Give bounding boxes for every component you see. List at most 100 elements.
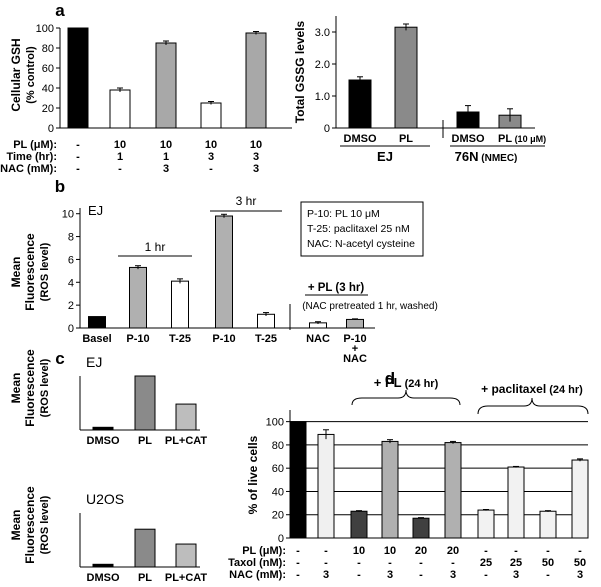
gsh-condition-cell: 3	[253, 151, 259, 163]
live-condition-cell: 3	[450, 569, 456, 581]
gsh-bar	[245, 32, 267, 129]
ros-u2os-cat-ylabel-3: (ROS level)	[39, 495, 51, 554]
gsh-condition-cell: -	[76, 163, 80, 175]
ros-annotation-title: + PL (3 hr)	[308, 282, 365, 294]
gssg-category-label: DMSO	[452, 133, 485, 145]
gssg-ylabel: Total GSSG levels	[293, 20, 307, 123]
panel-letter-b: b	[55, 177, 65, 196]
live-bar	[381, 440, 399, 539]
ros-category-label: NAC	[343, 353, 367, 365]
live-bar	[317, 433, 335, 539]
ros-u2os-cat-bar	[134, 528, 156, 568]
gsh-y-axis-tick-label: 60	[42, 63, 54, 75]
live-condition-label: Taxol (nM):	[228, 557, 286, 569]
gsh-condition-label: PL (μM):	[13, 139, 57, 151]
ros-ej-cat-bar	[134, 375, 156, 431]
live-condition-cell: 25	[480, 557, 492, 569]
ros-ej-cat-cell-line: EJ	[86, 354, 102, 370]
live-condition-cell: -	[388, 557, 392, 569]
ros-ej-cat-ylabel: Mean	[9, 373, 23, 404]
ros-annotation-sub: (NAC pretreated 1 hr, washed)	[302, 301, 438, 312]
ros-u2os-cat-category-label: PL+CAT	[165, 572, 208, 584]
gsh-bar	[109, 89, 131, 129]
ros-category-label: P-10	[126, 333, 149, 345]
live-bar	[539, 510, 557, 539]
gsh-condition-cell: -	[76, 151, 80, 163]
live-condition-cell: -	[451, 557, 455, 569]
live-condition-cell: 25	[510, 557, 522, 569]
ros-ej-cat-ylabel-3: (ROS level)	[39, 358, 51, 417]
live-condition-cell: 10	[353, 545, 365, 557]
ros-category-label: Basel	[82, 333, 111, 345]
live-condition-cell: -	[419, 557, 423, 569]
gsh-condition-cell: 3	[253, 163, 259, 175]
gsh-bar	[67, 27, 89, 129]
ros-y-axis-tick-label: 2	[68, 300, 74, 312]
live-condition-cell: -	[357, 569, 361, 581]
ros-bar	[215, 215, 233, 329]
panel-letter-d: d	[385, 369, 395, 388]
gsh-condition-label: Time (hr):	[6, 151, 57, 163]
ros-bar	[129, 266, 147, 329]
live-condition-cell: -	[484, 545, 488, 557]
gsh-condition-cell: 10	[114, 139, 126, 151]
live-condition-cell: -	[578, 545, 582, 557]
live-bar	[477, 509, 495, 539]
live-condition-cell: -	[324, 557, 328, 569]
gsh-bar	[200, 102, 222, 129]
ros-ej-cat-category-label: DMSO	[87, 435, 120, 447]
live-bar	[571, 459, 589, 539]
live-y-axis-tick-label: 40	[272, 486, 284, 498]
ros-legend-item: P-10: PL 10 μM	[307, 208, 380, 220]
ros-category-label: NAC	[306, 333, 330, 345]
live-y-axis-tick-label: 80	[272, 440, 284, 452]
live-condition-label: NAC (mM):	[229, 569, 286, 581]
ros-ej-cat-ylabel-2: Fluorescence	[23, 349, 37, 427]
live-condition-cell: -	[324, 545, 328, 557]
live-condition-cell: 3	[577, 569, 583, 581]
ros-ej-cat-category-label: PL+CAT	[165, 435, 208, 447]
gsh-condition-cell: 10	[160, 139, 172, 151]
ros-category-label: +	[352, 343, 358, 355]
panel-letter-a: a	[55, 1, 65, 20]
live-condition-cell: 50	[542, 557, 554, 569]
live-condition-cell: 3	[387, 569, 393, 581]
ros-ej-cat-bar	[92, 426, 114, 431]
gsh-bar	[155, 42, 177, 129]
gssg-group-label: EJ	[377, 149, 393, 164]
live-bar	[507, 466, 525, 539]
gsh-y-axis-tick-label: 40	[42, 83, 54, 95]
gsh-condition-cell: 3	[163, 163, 169, 175]
live-y-axis-tick-label: 20	[272, 510, 284, 522]
ros-bar	[257, 313, 275, 329]
gsh-condition-cell: 10	[250, 139, 262, 151]
live-y-axis-tick-label: 60	[272, 463, 284, 475]
live-condition-cell: -	[296, 545, 300, 557]
ros-bar	[171, 280, 189, 329]
gssg-y-axis-tick-label: 1.0	[315, 91, 330, 103]
live-bracket-pl-label: + PL (24 hr)	[374, 375, 439, 390]
ros-legend-item: T-25: paclitaxel 25 nM	[307, 223, 410, 235]
gssg-y-axis-tick-label: 2.0	[315, 59, 330, 71]
ros-legend-item: NAC: N-acetyl cysteine	[307, 238, 415, 250]
live-bar	[412, 517, 430, 539]
live-condition-cell: 50	[574, 557, 586, 569]
live-condition-cell: -	[357, 557, 361, 569]
live-condition-cell: -	[296, 569, 300, 581]
live-condition-cell: 20	[415, 545, 427, 557]
ros-ylabel-3: (ROS level)	[39, 242, 51, 301]
gsh-condition-cell: -	[209, 163, 213, 175]
ros-ej-cat-category-label: PL	[138, 435, 152, 447]
ros-bracket-1hr-label: 1 hr	[145, 240, 166, 254]
gsh-y-axis-tick-label: 20	[42, 103, 54, 115]
ros-category-label: T-25	[255, 333, 277, 345]
gssg-category-label: DMSO	[344, 133, 377, 145]
live-bracket-taxol-label: + paclitaxel (24 hr)	[481, 382, 583, 396]
gsh-condition-cell: 1	[163, 151, 169, 163]
ros-u2os-cat-bar	[92, 563, 114, 568]
live-condition-cell: -	[546, 569, 550, 581]
ros-u2os-cat-ylabel: Mean	[9, 510, 23, 541]
ros-u2os-cat-bar	[175, 543, 197, 568]
live-bar	[444, 442, 462, 539]
gssg-bar	[394, 26, 418, 129]
